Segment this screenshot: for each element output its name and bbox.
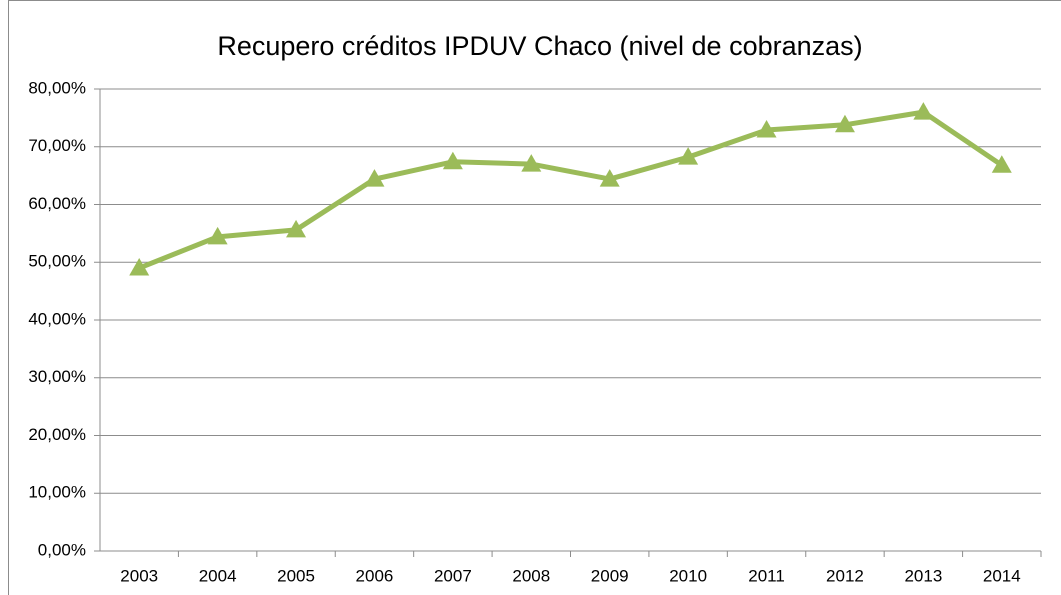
x-tick-label: 2009 [591, 566, 629, 585]
x-tick-label: 2003 [120, 566, 158, 585]
y-tick-label: 30,00% [28, 367, 86, 386]
x-tick-label: 2012 [826, 566, 864, 585]
x-tick-label: 2011 [748, 566, 785, 585]
x-tick-label: 2014 [983, 566, 1021, 585]
marker [913, 102, 934, 120]
y-tick-label: 50,00% [28, 252, 86, 271]
chart-title: Recupero créditos IPDUV Chaco (nivel de … [217, 31, 862, 61]
y-tick-label: 0,00% [38, 540, 86, 559]
marker [678, 147, 699, 165]
y-tick-label: 10,00% [28, 483, 86, 502]
y-tick-label: 40,00% [28, 309, 86, 328]
marker [756, 120, 777, 138]
x-tick-label: 2004 [199, 566, 237, 585]
marker [286, 219, 307, 238]
y-tick-label: 60,00% [28, 194, 86, 213]
chart-frame [8, 0, 1061, 595]
y-tick-label: 70,00% [28, 136, 86, 155]
x-tick-label: 2005 [277, 566, 315, 585]
series-line [138, 109, 1004, 271]
marker [442, 151, 463, 170]
x-tick-label: 2006 [356, 566, 394, 585]
marker [364, 169, 385, 187]
x-tick-label: 2007 [434, 566, 472, 585]
x-tick-label: 2008 [512, 566, 550, 585]
marker [991, 155, 1012, 173]
y-tick-label: 20,00% [28, 425, 86, 444]
x-tick-label: 2013 [904, 566, 942, 585]
marker [129, 258, 150, 276]
marker [834, 114, 855, 133]
marker [521, 154, 542, 172]
y-tick-label: 80,00% [28, 78, 86, 97]
marker [599, 169, 620, 187]
marker [207, 226, 228, 245]
x-tick-label: 2010 [669, 566, 707, 585]
